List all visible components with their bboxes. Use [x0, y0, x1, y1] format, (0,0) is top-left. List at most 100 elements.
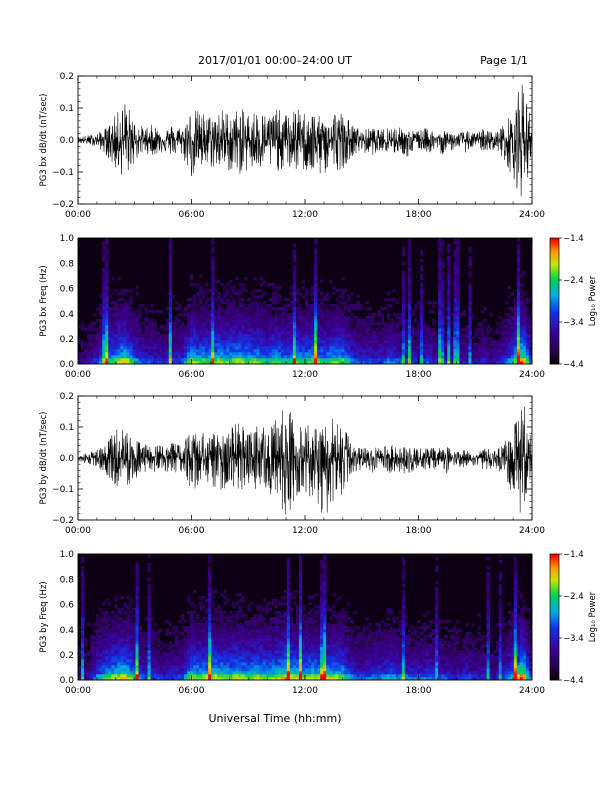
spectrogram-cell [317, 358, 320, 361]
spectrogram-cell [465, 346, 468, 349]
spectrogram-cell [260, 614, 263, 617]
spectrogram-cell [514, 349, 517, 352]
spectrogram-cell [293, 271, 296, 274]
spectrogram-cell [220, 319, 223, 322]
spectrogram-cell [284, 349, 287, 352]
spectrogram-cell [145, 638, 148, 641]
spectrogram-cell [423, 355, 426, 358]
spectrogram-cell [120, 292, 123, 295]
spectrogram-cell [296, 307, 299, 310]
spectrogram-cell [456, 319, 459, 322]
spectrogram-cell [145, 665, 148, 668]
spectrogram-cell [468, 325, 471, 328]
spectrogram-cell [102, 659, 105, 662]
spectrogram-cell [139, 358, 142, 361]
spectrogram-cell [408, 265, 411, 268]
spectrogram-cell [314, 238, 317, 241]
spectrogram-cell [151, 662, 154, 665]
spectrogram-cell [257, 319, 260, 322]
spectrogram-cell [499, 316, 502, 319]
spectrogram-cell [160, 641, 163, 644]
spectrogram-cell [269, 659, 272, 662]
spectrogram-cell [102, 632, 105, 635]
spectrogram-cell [287, 635, 290, 638]
spectrogram-cell [232, 647, 235, 650]
spectrogram-cell [136, 581, 139, 584]
spectrogram-cell [269, 346, 272, 349]
spectrogram-cell [254, 653, 257, 656]
spectrogram-cell [181, 647, 184, 650]
spectrogram-cell [120, 313, 123, 316]
spectrogram-cell [526, 355, 529, 358]
spectrogram-cell [287, 617, 290, 620]
spectrogram-cell [181, 355, 184, 358]
spectrogram-cell [311, 289, 314, 292]
spectrogram-cell [453, 286, 456, 289]
spectrogram-cell [229, 620, 232, 623]
spectrogram-cell [453, 280, 456, 283]
spectrogram-cell [214, 656, 217, 659]
spectrogram-cell [284, 343, 287, 346]
spectrogram-cell [293, 334, 296, 337]
spectrogram-cell [142, 671, 145, 674]
spectrogram-cell [87, 343, 90, 346]
spectrogram-cell [129, 635, 132, 638]
spectrogram-cell [190, 298, 193, 301]
spectrogram-cell [117, 665, 120, 668]
spectrogram-cell [217, 605, 220, 608]
spectrogram-cell [136, 286, 139, 289]
spectrogram-cell [523, 337, 526, 340]
spectrogram-cell [93, 662, 96, 665]
spectrogram-cell [320, 337, 323, 340]
spectrogram-cell [187, 328, 190, 331]
spectrogram-cell [114, 650, 117, 653]
spectrogram-cell [314, 259, 317, 262]
spectrogram-cell [223, 602, 226, 605]
spectrogram-cell [178, 313, 181, 316]
spectrogram-cell [114, 301, 117, 304]
spectrogram-cell [332, 340, 335, 343]
spectrogram-cell [223, 301, 226, 304]
spectrogram-cell [102, 340, 105, 343]
spectrogram-cell [214, 662, 217, 665]
spectrogram-cell [275, 292, 278, 295]
spectrogram-cell [471, 316, 474, 319]
spectrogram-cell [441, 241, 444, 244]
spectrogram-cell [408, 286, 411, 289]
spectrogram-cell [378, 355, 381, 358]
spectrogram-cell [287, 602, 290, 605]
spectrogram-cell [369, 346, 372, 349]
spectrogram-cell [296, 325, 299, 328]
spectrogram-cell [160, 334, 163, 337]
spectrogram-cell [205, 331, 208, 334]
spectrogram-cell [450, 349, 453, 352]
spectrogram-cell [238, 656, 241, 659]
spectrogram-cell [184, 647, 187, 650]
spectrogram-cell [408, 268, 411, 271]
spectrogram-cell [257, 322, 260, 325]
spectrogram-cell [402, 271, 405, 274]
spectrogram-cell [235, 632, 238, 635]
spectrogram-cell [350, 307, 353, 310]
spectrogram-cell [517, 298, 520, 301]
spectrogram-cell [208, 641, 211, 644]
spectrogram-cell [196, 629, 199, 632]
spectrogram-cell [117, 340, 120, 343]
spectrogram-cell [266, 629, 269, 632]
spectrogram-cell [166, 355, 169, 358]
spectrogram-cell [244, 352, 247, 355]
spectrogram-cell [190, 328, 193, 331]
spectrogram-cell [229, 659, 232, 662]
spectrogram-cell [281, 307, 284, 310]
spectrogram-cell [287, 352, 290, 355]
spectrogram-cell [139, 343, 142, 346]
spectrogram-cell [120, 331, 123, 334]
spectrogram-cell [517, 307, 520, 310]
spectrogram-cell [308, 331, 311, 334]
spectrogram-cell [193, 316, 196, 319]
spectrogram-cell [390, 304, 393, 307]
spectrogram-cell [314, 286, 317, 289]
spectrogram-cell [260, 644, 263, 647]
spectrogram-cell [142, 647, 145, 650]
spectrogram-cell [178, 644, 181, 647]
